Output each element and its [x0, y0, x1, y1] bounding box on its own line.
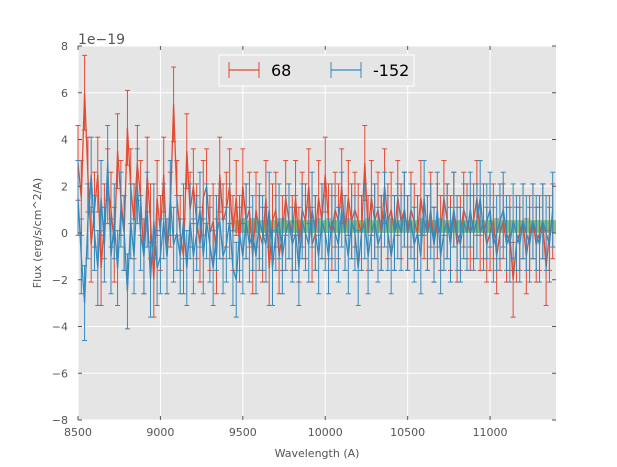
- plot-area: [75, 45, 556, 421]
- x-axis-label: Wavelength (A): [275, 447, 360, 460]
- legend: 68 -152: [218, 54, 415, 87]
- y-tick-label: 2: [61, 180, 68, 193]
- series-2: [75, 124, 556, 342]
- y-tick-label: 0: [61, 227, 68, 240]
- tick-marks: [77, 45, 556, 421]
- legend-label: 68: [271, 61, 291, 80]
- x-tick-label: 10500: [390, 426, 425, 439]
- y-tick-label: −6: [52, 367, 68, 380]
- y-offset-label: 1e−19: [78, 32, 125, 48]
- y-tick-label: 6: [61, 87, 68, 100]
- series-layer: [75, 54, 556, 342]
- x-tick-label: 8500: [64, 426, 92, 439]
- legend-entry-2: -152: [330, 61, 409, 80]
- legend-entry-1: 68: [228, 61, 291, 80]
- y-axis-label: Flux (erg/s/cm^2/A): [31, 178, 44, 288]
- x-tick-labels: 8500 9000 9500 10000 10500 11000: [64, 426, 508, 439]
- y-tick-label: −2: [52, 274, 68, 287]
- y-tick-label: −4: [52, 321, 68, 334]
- y-tick-label: 4: [61, 134, 68, 147]
- x-tick-label: 10000: [308, 426, 343, 439]
- y-tick-label: −8: [52, 414, 68, 427]
- x-tick-label: 9000: [146, 426, 174, 439]
- x-tick-label: 9500: [229, 426, 257, 439]
- y-tick-labels: −8 −6 −4 −2 0 2 4 6 8: [52, 40, 68, 427]
- legend-label: -152: [373, 61, 409, 80]
- y-tick-label: 8: [61, 40, 68, 53]
- x-tick-label: 11000: [473, 426, 508, 439]
- series-line: [77, 162, 554, 304]
